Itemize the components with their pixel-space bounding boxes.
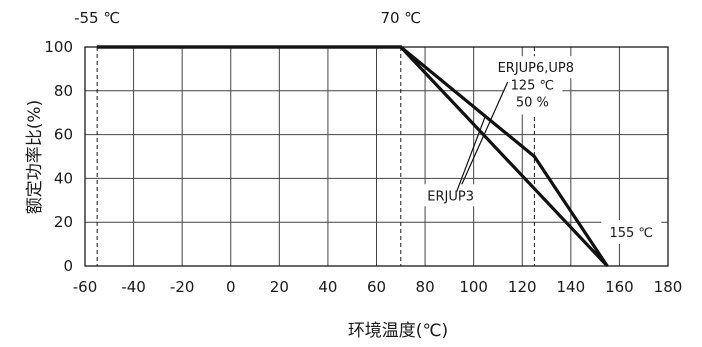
x-tick-label: 40 [318, 278, 337, 296]
annotation-bg [601, 220, 662, 244]
series-label: ERJUP6,UP8 [498, 61, 574, 76]
y-axis-label: 额定功率比(%) [25, 100, 45, 214]
series-label-bg [418, 184, 485, 207]
annotations: 125 ℃ 50 % 155 ℃ [504, 74, 662, 244]
series-label-bg [481, 56, 590, 79]
x-tick-label: 120 [508, 278, 537, 296]
x-tick-label: 100 [459, 278, 488, 296]
series-label: ERJUP3 [427, 189, 474, 204]
x-tick-labels: -60 -40 -20 0 20 40 60 80 100 120 140 160 180 [73, 278, 683, 296]
y-tick-label: 100 [44, 38, 73, 56]
x-tick-label: -40 [121, 278, 146, 296]
annotation-text: 155 ℃ [609, 226, 653, 241]
reference-label: 70 ℃ [380, 9, 421, 27]
x-tick-label: 140 [557, 278, 586, 296]
annotation-bg [504, 74, 563, 115]
annotation-text: 125 ℃ [511, 79, 555, 94]
leader-line [456, 81, 509, 197]
y-tick-label: 20 [54, 213, 73, 231]
leader-line [456, 114, 487, 192]
x-tick-label: 60 [367, 278, 386, 296]
x-tick-label: 20 [270, 278, 289, 296]
annotation-text: 50 % [516, 96, 549, 111]
grid [85, 47, 668, 266]
y-tick-label: 40 [54, 169, 73, 187]
reference-labels: -55 ℃ 70 ℃ [74, 9, 421, 27]
x-tick-label: 80 [416, 278, 435, 296]
x-tick-label: -20 [170, 278, 195, 296]
y-tick-label: 80 [54, 82, 73, 100]
y-tick-label: 60 [54, 126, 73, 144]
reference-lines [96, 47, 535, 266]
y-tick-label: 0 [63, 257, 73, 275]
x-axis-label: 环境温度(℃) [348, 321, 448, 341]
x-tick-label: 180 [654, 278, 683, 296]
y-tick-labels: 0 20 40 60 80 100 [44, 38, 73, 275]
x-tick-label: 0 [226, 278, 236, 296]
reference-label: -55 ℃ [74, 9, 120, 27]
x-tick-label: 160 [605, 278, 634, 296]
x-tick-label: -60 [73, 278, 98, 296]
series-labels: ERJUP6,UP8 ERJUP3 [418, 56, 590, 207]
plot-frame [84, 46, 669, 267]
